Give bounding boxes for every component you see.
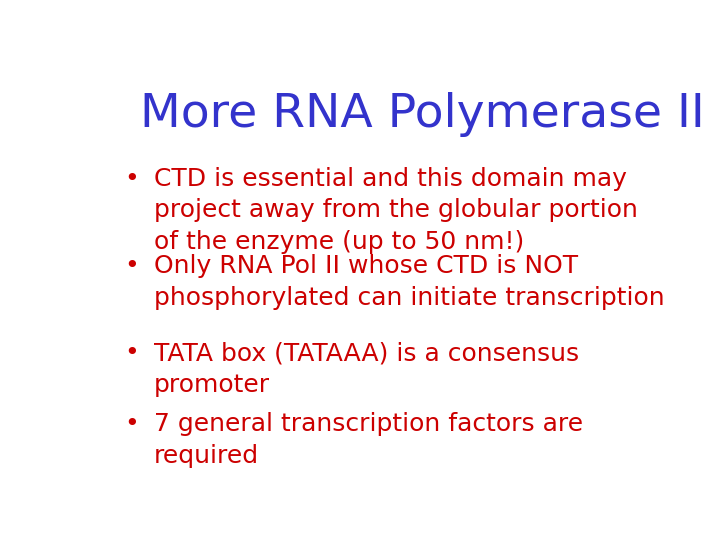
Text: •: •	[125, 412, 139, 436]
Text: 7 general transcription factors are
required: 7 general transcription factors are requ…	[154, 412, 583, 468]
Text: •: •	[125, 254, 139, 278]
Text: •: •	[125, 341, 139, 365]
Text: TATA box (TATAAA) is a consensus
promoter: TATA box (TATAAA) is a consensus promote…	[154, 341, 580, 397]
Text: •: •	[125, 167, 139, 191]
Text: Only RNA Pol II whose CTD is NOT
phosphorylated can initiate transcription: Only RNA Pol II whose CTD is NOT phospho…	[154, 254, 665, 309]
Text: CTD is essential and this domain may
project away from the globular portion
of t: CTD is essential and this domain may pro…	[154, 167, 638, 254]
Text: More RNA Polymerase II: More RNA Polymerase II	[140, 92, 705, 137]
